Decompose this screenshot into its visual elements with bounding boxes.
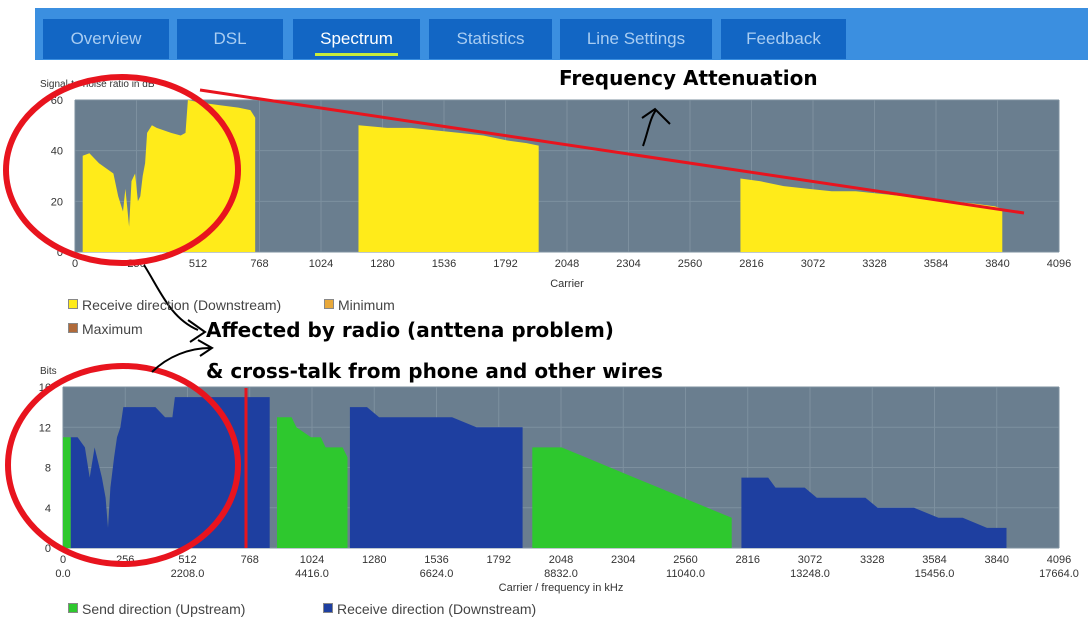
snr-x-tick-label: 3584	[924, 258, 948, 270]
bits-legend-downstream: Receive direction (Downstream)	[323, 601, 536, 617]
legend-swatch	[68, 603, 78, 613]
tab-statistics[interactable]: Statistics	[429, 19, 552, 59]
snr-y-tick-label: 20	[51, 196, 63, 208]
bits-x-freq-label: 13248.0	[790, 568, 830, 580]
highlight-circle-snr	[3, 74, 241, 266]
snr-x-tick-label: 512	[189, 258, 207, 270]
snr-x-tick-label: 3840	[985, 258, 1009, 270]
arrow-up-attenuation	[641, 107, 671, 147]
bits-x-tick-label: 1792	[487, 554, 511, 566]
bits-y-tick-label: 8	[45, 463, 51, 475]
attenuation-line	[199, 88, 1025, 215]
bits-x-tick-label: 1280	[362, 554, 386, 566]
tab-spectrum[interactable]: Spectrum	[293, 19, 420, 59]
legend-label: Minimum	[338, 297, 395, 313]
bits-x-tick-label: 1536	[424, 554, 448, 566]
snr-series-area	[740, 178, 1003, 252]
snr-x-tick-label: 1280	[370, 258, 394, 270]
tab-label: Statistics	[456, 29, 525, 48]
bits-x-freq-label: 8832.0	[544, 568, 578, 580]
bits-x-tick-label: 2816	[736, 554, 760, 566]
arrow-to-crosstalk-note	[151, 339, 214, 373]
bits-x-tick-label: 2560	[673, 554, 697, 566]
bits-x-tick-label: 2304	[611, 554, 635, 566]
tab-dsl[interactable]: DSL	[177, 19, 283, 59]
bits-x-freq-label: 17664.0	[1039, 568, 1079, 580]
snr-y-tick-label: 0	[57, 247, 63, 259]
snr-x-tick-label: 2560	[678, 258, 702, 270]
snr-x-tick-label: 2048	[555, 258, 579, 270]
snr-x-tick-label: 3072	[801, 258, 825, 270]
annotation-affected-by-radio: Affected by radio (anttena problem)	[206, 318, 614, 342]
bits-x-tick-label: 3328	[860, 554, 884, 566]
bits-legend-upstream: Send direction (Upstream)	[68, 601, 245, 617]
tab-label: DSL	[213, 29, 247, 48]
bits-x-tick-label: 0	[60, 554, 66, 566]
bits-x-freq-label: 2208.0	[171, 568, 205, 580]
tab-feedback[interactable]: Feedback	[721, 19, 846, 59]
snr-series-area	[358, 125, 539, 252]
bits-y-axis-label: Bits	[40, 366, 57, 377]
tab-label: Line Settings	[586, 29, 686, 48]
bits-x-freq-label: 4416.0	[295, 568, 329, 580]
bits-x-tick-label: 2048	[549, 554, 573, 566]
snr-y-axis-label: Signal-to-noise ratio in dB	[40, 79, 155, 90]
bits-x-freq-label: 0.0	[55, 568, 70, 580]
bits-x-tick-label: 768	[241, 554, 259, 566]
bits-series-area	[70, 397, 270, 548]
bits-series-area	[63, 437, 71, 548]
bits-series-area	[349, 407, 523, 548]
legend-label: Receive direction (Downstream)	[82, 297, 282, 313]
snr-series-area	[82, 100, 256, 252]
highlight-circle-bits	[5, 363, 241, 567]
bits-series-area	[276, 417, 348, 548]
snr-x-tick-label: 1536	[432, 258, 456, 270]
legend-swatch	[323, 603, 333, 613]
snr-legend-maximum: Maximum	[68, 321, 143, 337]
snr-x-tick-label: 4096	[1047, 258, 1071, 270]
bits-y-tick-label: 4	[45, 503, 51, 515]
bits-series-area	[741, 477, 1007, 548]
bits-x-tick-label: 1024	[300, 554, 324, 566]
snr-x-axis-label: Carrier	[550, 278, 584, 290]
bits-x-freq-label: 11040.0	[666, 568, 705, 580]
legend-label: Maximum	[82, 321, 143, 337]
snr-x-tick-label: 3328	[862, 258, 886, 270]
tab-overview[interactable]: Overview	[43, 19, 169, 59]
snr-x-tick-label: 2816	[739, 258, 763, 270]
bits-y-tick-label: 12	[39, 422, 51, 434]
snr-legend-minimum: Minimum	[324, 297, 395, 313]
arrow-to-radio-note	[143, 264, 207, 343]
annotation-cross-talk: & cross-talk from phone and other wires	[206, 359, 663, 383]
bits-series-area	[532, 447, 732, 548]
legend-label: Receive direction (Downstream)	[337, 601, 537, 617]
bits-y-tick-label: 0	[45, 543, 51, 555]
annotation-frequency-attenuation: Frequency Attenuation	[559, 66, 818, 90]
snr-x-tick-label: 1792	[493, 258, 517, 270]
snr-x-tick-label: 2304	[616, 258, 640, 270]
bits-x-freq-label: 6624.0	[420, 568, 454, 580]
tab-label: Feedback	[746, 29, 821, 48]
snr-y-tick-label: 40	[51, 146, 63, 158]
legend-swatch	[324, 299, 334, 309]
legend-swatch	[68, 323, 78, 333]
snr-x-tick-label: 1024	[309, 258, 333, 270]
bits-x-tick-label: 3072	[798, 554, 822, 566]
tab-line-settings[interactable]: Line Settings	[560, 19, 712, 59]
snr-legend-downstream: Receive direction (Downstream)	[68, 297, 281, 313]
bits-x-tick-label: 512	[178, 554, 196, 566]
snr-x-tick-label: 0	[72, 258, 78, 270]
bits-x-tick-label: 3840	[985, 554, 1009, 566]
active-tab-indicator	[315, 53, 398, 56]
bits-x-freq-label: 15456.0	[915, 568, 955, 580]
tab-label: Spectrum	[320, 29, 393, 48]
bits-x-tick-label: 4096	[1047, 554, 1071, 566]
bits-x-axis-label: Carrier / frequency in kHz	[499, 582, 624, 594]
bits-x-tick-label: 3584	[922, 554, 946, 566]
tab-label: Overview	[70, 29, 142, 48]
snr-x-tick-label: 768	[250, 258, 268, 270]
legend-label: Send direction (Upstream)	[82, 601, 246, 617]
legend-swatch	[68, 299, 78, 309]
